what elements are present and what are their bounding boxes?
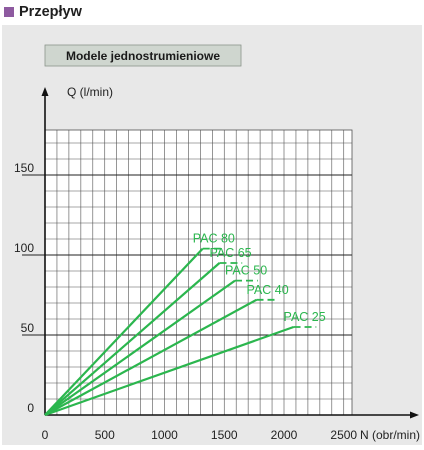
- x-axis-arrow: [410, 411, 419, 419]
- y-tick-label: 100: [14, 241, 34, 255]
- series-label: PAC 40: [247, 283, 289, 297]
- purple-square-icon: [4, 7, 14, 17]
- series-line: [44, 298, 258, 416]
- section-title: Przepływ: [19, 4, 82, 20]
- y-tick-label: 50: [21, 321, 35, 335]
- series-line: [44, 262, 221, 416]
- x-tick-label: 500: [95, 428, 115, 442]
- series-label: PAC 50: [225, 264, 267, 278]
- section-header: Przepływ: [4, 2, 82, 22]
- x-tick-label: 1500: [211, 428, 238, 442]
- series-label: PAC 65: [209, 246, 251, 260]
- x-axis-label: N (obr/min): [360, 428, 420, 442]
- x-tick-label: 0: [42, 428, 49, 442]
- grid-background: [45, 130, 352, 415]
- x-tick-label: 1000: [151, 428, 178, 442]
- y-tick-label: 0: [27, 401, 34, 415]
- chart-panel: 0 50 100 150 0 500 1000 1500 2000 2500 Q (l/min) N …: [2, 25, 422, 445]
- y-tick-label: 150: [14, 161, 34, 175]
- series-line: [44, 279, 236, 416]
- series-line: [44, 325, 294, 417]
- series-label: PAC 80: [193, 232, 235, 246]
- x-tick-label: 2000: [271, 428, 298, 442]
- y-axis-arrow: [41, 87, 49, 96]
- chart-title-badge: [44, 44, 242, 67]
- series-label: PAC 25: [284, 310, 326, 324]
- series-line: [44, 247, 204, 416]
- x-tick-label: 2500: [330, 428, 357, 442]
- chart-title: Modele jednostrumieniowe: [66, 49, 220, 63]
- y-axis-label: Q (l/min): [67, 85, 113, 99]
